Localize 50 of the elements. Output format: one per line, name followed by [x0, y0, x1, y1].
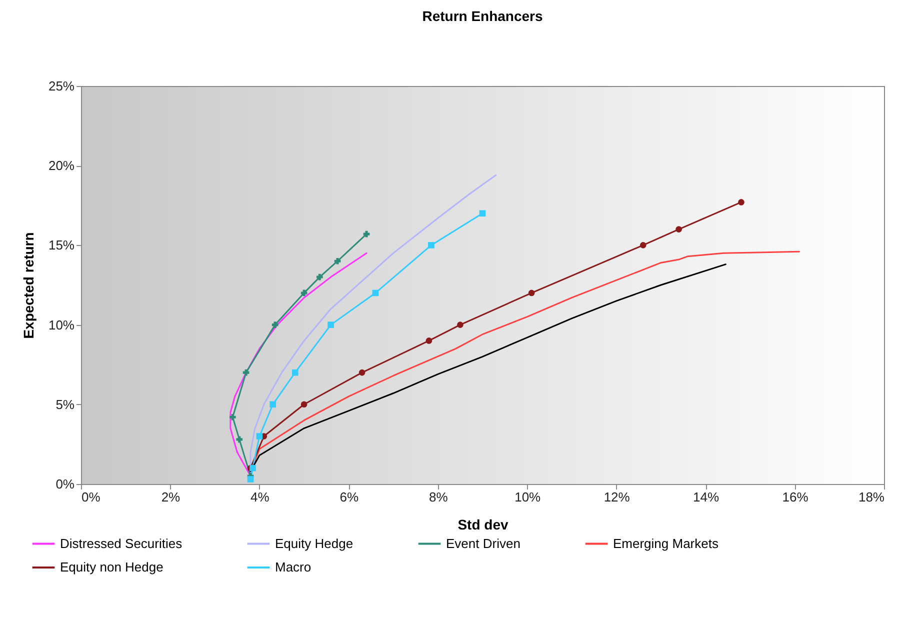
point: [428, 242, 434, 248]
x-axis-title: Std dev: [458, 516, 508, 532]
x-tick-label: 16%: [782, 490, 809, 504]
x-tick-label: 10%: [514, 490, 542, 504]
point: [316, 274, 323, 280]
point: [426, 338, 432, 344]
chart-title: Return Enhancers: [422, 8, 544, 24]
point: [676, 226, 682, 232]
legend-label: Macro: [275, 560, 312, 574]
point: [256, 433, 263, 440]
point: [640, 242, 646, 248]
point: [738, 199, 744, 206]
legend-label: Equity non Hedge: [60, 560, 164, 574]
point: [236, 436, 243, 443]
x-tick-label: 2%: [161, 490, 181, 504]
legend-label: Distressed Securities: [60, 536, 183, 551]
legend-label: Equity Hedge: [275, 536, 354, 551]
y-tick-label: 5%: [56, 396, 75, 412]
point: [334, 258, 341, 264]
x-tick-label: 8%: [428, 490, 448, 504]
point: [528, 290, 535, 296]
legend-label: Emerging Markets: [613, 536, 719, 551]
legend-label: Event Driven: [446, 536, 520, 551]
y-tick-label: 0%: [56, 476, 75, 492]
x-tick-label: 4%: [250, 490, 270, 504]
y-tick-label: 25%: [48, 78, 75, 94]
point: [300, 290, 308, 296]
point: [247, 476, 254, 482]
point: [328, 322, 334, 328]
point: [479, 210, 486, 217]
point: [358, 369, 366, 376]
point: [372, 290, 379, 296]
y-axis-title: Expected return: [20, 232, 36, 339]
point: [250, 464, 256, 472]
point: [363, 230, 370, 238]
point: [292, 369, 298, 376]
point: [272, 322, 278, 328]
y-tick-label: 20%: [48, 158, 75, 174]
x-tick-label: 14%: [693, 490, 720, 504]
x-tick-label: 6%: [340, 490, 359, 504]
y-tick-label: 15%: [48, 238, 75, 253]
x-tick-label: 0%: [82, 490, 101, 504]
y-tick-label: 10%: [48, 317, 75, 332]
point: [457, 322, 464, 328]
point: [242, 369, 250, 376]
point: [270, 401, 276, 408]
x-tick-label: 12%: [604, 490, 630, 504]
point: [300, 401, 308, 408]
point: [230, 414, 236, 420]
x-tick-label: 18%: [858, 490, 885, 504]
